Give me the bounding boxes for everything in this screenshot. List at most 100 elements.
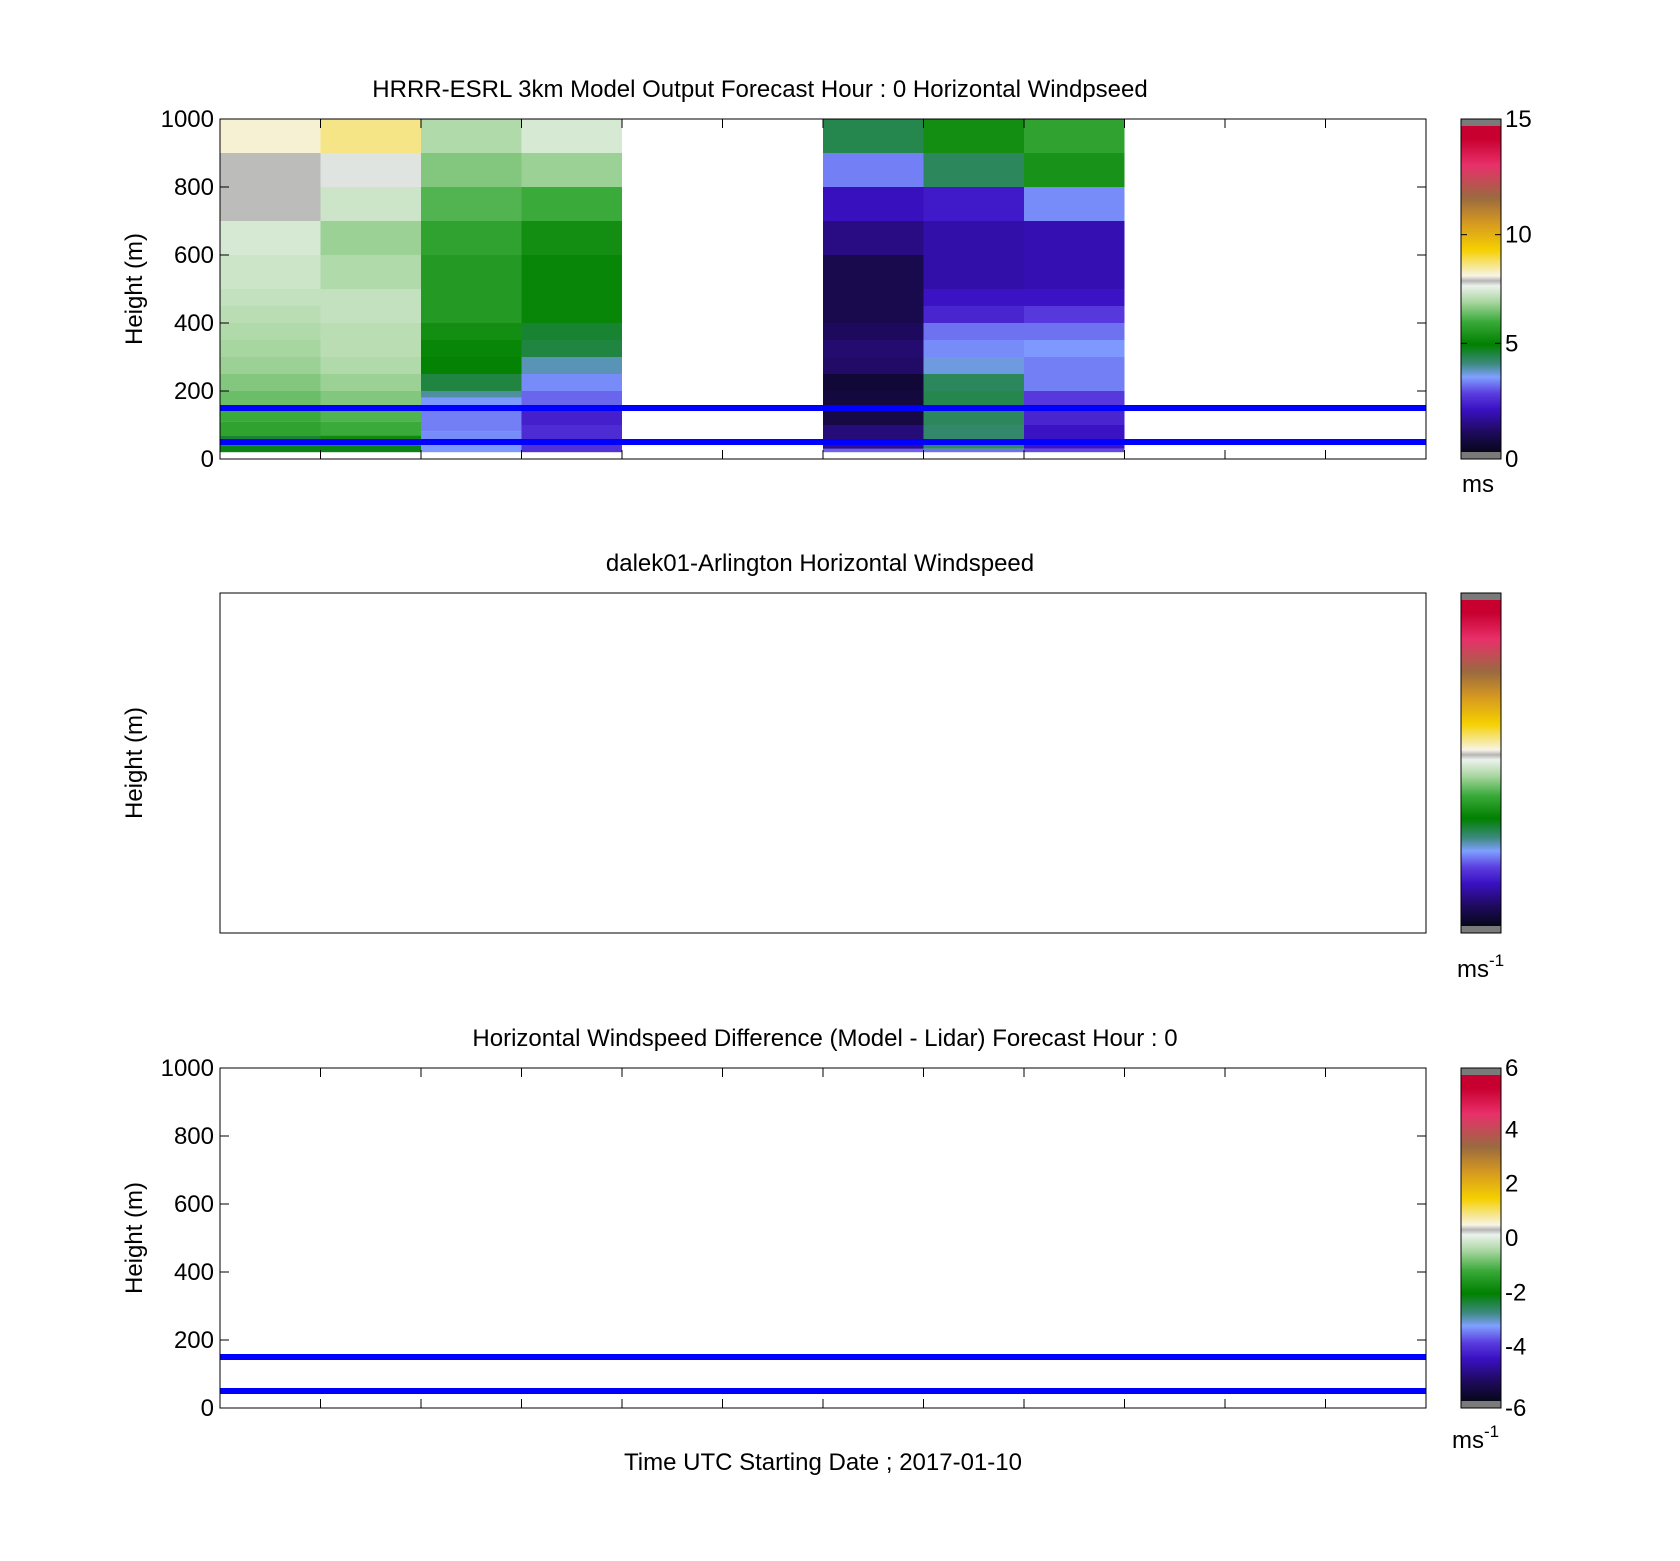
heatmap-cell (521, 255, 622, 323)
colorbar-frame (1460, 592, 1502, 934)
y-tick-label: 1000 (161, 106, 214, 133)
heatmap-cell (923, 425, 1024, 449)
heatmap-cell (220, 374, 321, 391)
colorbar-unit: ms-1 (1452, 1422, 1499, 1454)
y-tick-label: 400 (174, 1259, 214, 1286)
panel-title: dalek01-Arlington Horizontal Windspeed (606, 550, 1034, 577)
heatmap-cell (923, 391, 1024, 408)
x-ticks (219, 119, 1427, 459)
heatmap-cell (521, 408, 622, 425)
heatmap-cell (1024, 374, 1125, 391)
x-axis-label: Time UTC Starting Date ; 2017-01-10 (624, 1449, 1022, 1476)
heatmap-cell (521, 323, 622, 340)
colorbar-tick-label: -2 (1505, 1279, 1526, 1306)
plot-frame (219, 592, 1427, 934)
heatmap-cell (320, 445, 421, 453)
colorbar-tick-label: -4 (1505, 1334, 1526, 1361)
heatmap-cell (320, 289, 421, 323)
heatmap-cell (320, 421, 421, 436)
colorbar-tick-label: 4 (1505, 1116, 1518, 1143)
heatmap-cell (421, 221, 522, 255)
colorbar-tick-label: 2 (1505, 1171, 1518, 1198)
heatmap-cell (923, 306, 1024, 323)
heatmap-cell (521, 442, 622, 453)
heatmap-cell (1024, 289, 1125, 306)
colorbar-tick-label: 10 (1505, 222, 1532, 249)
heatmap-cell (220, 153, 321, 221)
panel-lidar: dalek01-Arlington Horizontal Windspeed 0… (121, 550, 1526, 1422)
heatmap-cell (320, 187, 421, 221)
panel-title: Horizontal Windspeed Difference (Model -… (472, 1025, 1177, 1052)
colorbar-under-cap (1461, 1401, 1501, 1408)
heatmap-cell (521, 187, 622, 221)
heatmap-cell (421, 397, 522, 408)
heatmap-cell (220, 221, 321, 255)
heatmap-cell (320, 408, 421, 422)
colorbar-over-cap (1461, 593, 1501, 600)
heatmap-cell (923, 153, 1024, 187)
heatmap-cell (923, 448, 1024, 453)
heatmap-cell (521, 357, 622, 374)
heatmap-cell (1024, 153, 1125, 187)
heatmap-cell (320, 323, 421, 340)
heatmap-cell (823, 340, 924, 357)
colorbar-gradient (1461, 1075, 1501, 1401)
heatmap-cell (923, 340, 1024, 357)
colorbar-over-cap (1461, 119, 1501, 126)
heatmap-cell (421, 431, 522, 442)
heatmap-cell (823, 153, 924, 187)
reference-lines (220, 1354, 1426, 1394)
heatmap-cell (923, 408, 1024, 425)
heatmap-cell (421, 119, 522, 153)
panel-title: HRRR-ESRL 3km Model Output Forecast Hour… (372, 76, 1147, 103)
heatmap-cell (220, 340, 321, 357)
colorbar-tick-label: 5 (1505, 330, 1518, 357)
heatmap-cell (320, 119, 421, 153)
heatmap-cell (1024, 425, 1125, 449)
heatmap-cell (421, 255, 522, 323)
y-axis-label: Height (m) (121, 707, 148, 819)
heatmap-cell (823, 448, 924, 453)
colorbar-under-cap (1461, 926, 1501, 933)
heatmap-cell (923, 119, 1024, 153)
heatmap-cell (923, 374, 1024, 391)
heatmap-cell (320, 221, 421, 255)
heatmap-cell (220, 306, 321, 323)
heatmap-cell (823, 187, 924, 221)
colorbar-gradient (1461, 126, 1501, 452)
reference-lines (220, 405, 1426, 445)
heatmap-cell (320, 153, 421, 187)
heatmap-cell (823, 408, 924, 425)
y-tick-label: 200 (174, 378, 214, 405)
heatmap-cell (923, 289, 1024, 306)
plot-frame (219, 1067, 1427, 1409)
y-tick-label: 0 (201, 1395, 214, 1422)
heatmap-cell (923, 221, 1024, 289)
heatmap-cell (421, 187, 522, 221)
heatmap-cell (823, 119, 924, 153)
heatmap-cell (923, 187, 1024, 221)
heatmap-cell (1024, 357, 1125, 374)
heatmap-cell (823, 391, 924, 408)
heatmap-cell (521, 153, 622, 187)
heatmap-cell (1024, 448, 1125, 453)
heatmap-cell (220, 421, 321, 436)
heatmap-cell (521, 374, 622, 391)
heatmap-cell (220, 408, 321, 422)
colorbar-unit: ms-1 (1457, 951, 1504, 983)
y-tick-label: 1000 (161, 1055, 214, 1082)
heatmap-cell (1024, 323, 1125, 340)
colorbar-gradient (1461, 600, 1501, 926)
heatmap-cell (823, 323, 924, 340)
heatmap-cell (521, 340, 622, 357)
heatmap-cell (1024, 391, 1125, 408)
y-tick-label: 200 (174, 1327, 214, 1354)
colorbar-unit: ms (1462, 471, 1494, 498)
heatmap-cell (220, 445, 321, 453)
heatmap-cell (1024, 221, 1125, 289)
heatmap-cell (421, 442, 522, 453)
heatmap-cell (823, 425, 924, 442)
colorbar-frame (1460, 118, 1502, 460)
heatmap-cell (1024, 340, 1125, 357)
heatmap-cell (823, 221, 924, 255)
